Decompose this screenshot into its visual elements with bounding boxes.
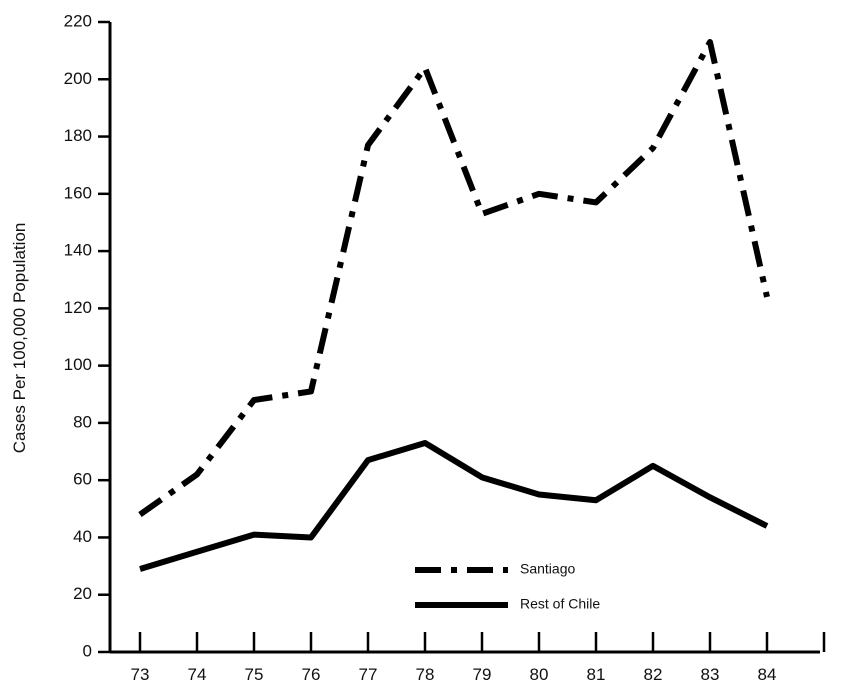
series-line-rest-of-chile [139,439,769,572]
y-axis-label: Cases Per 100,000 Population [10,223,29,454]
y-tick-label: 200 [64,69,92,88]
y-tick-label: 100 [64,355,92,374]
y-tick-label: 40 [73,527,92,546]
legend-label: Rest of Chile [520,596,600,612]
y-ticks: 0 20 40 60 80 100 120 140 160 180 200 220 [64,11,110,660]
legend: Santiago Rest of Chile [415,561,600,612]
y-tick-label: 60 [73,470,92,489]
y-tick-label: 140 [64,241,92,260]
y-tick-label: 180 [64,126,92,145]
x-tick-label: 76 [302,665,321,684]
y-tick-label: 20 [73,584,92,603]
y-tick-label: 0 [83,641,92,660]
series-layer [138,39,770,572]
x-tick-label: 77 [359,665,378,684]
x-tick-label: 81 [587,665,606,684]
y-tick-label: 80 [73,412,92,431]
axes [108,22,820,654]
series-line-santiago [138,39,770,517]
y-tick-label: 120 [64,298,92,317]
legend-label: Santiago [520,561,575,577]
x-tick-label: 79 [473,665,492,684]
y-tick-label: 160 [64,183,92,202]
x-tick-label: 78 [416,665,435,684]
x-tick-label: 84 [758,665,777,684]
x-tick-label: 82 [644,665,663,684]
x-ticks: 73 74 75 76 77 78 79 80 81 82 83 84 [131,632,826,684]
x-tick-label: 73 [131,665,150,684]
x-tick-label: 83 [701,665,720,684]
x-tick-label: 75 [245,665,264,684]
y-tick-label: 220 [64,11,92,30]
x-tick-label: 80 [530,665,549,684]
x-tick-label: 74 [188,665,207,684]
